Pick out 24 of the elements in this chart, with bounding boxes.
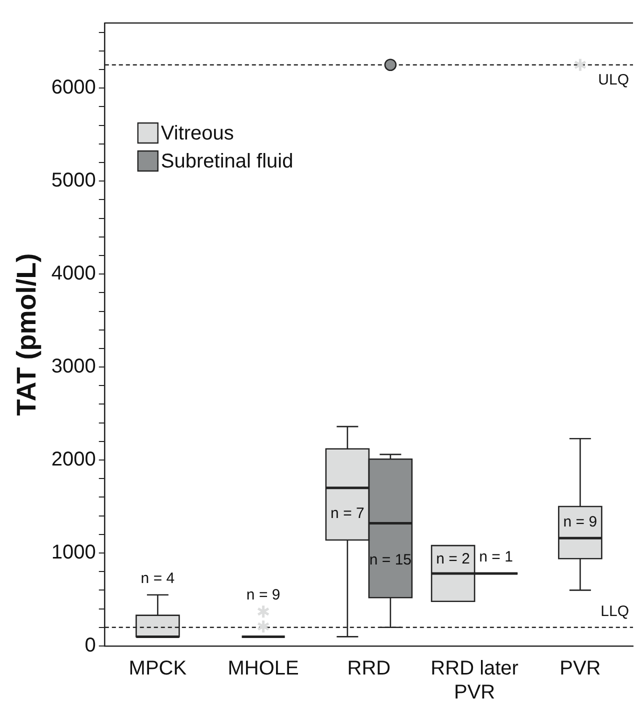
text: n = 4 [140, 570, 175, 587]
y-tick-label: 0 [84, 634, 96, 657]
ref-line-label: ULQ [598, 71, 629, 88]
x-tick-label: RRD later PVR [430, 658, 519, 704]
y-tick-label: 5000 [51, 170, 96, 192]
x-tick-label: MPCK [128, 658, 188, 680]
text: n = 15 [369, 552, 412, 569]
text: n = 9 [563, 513, 598, 530]
y-tick-label: 6000 [51, 76, 96, 99]
x-tick-label: MHOLE [228, 658, 299, 680]
y-tick-label: 1000 [51, 542, 96, 564]
legend-label: Subretinal fluid [160, 150, 294, 173]
x-tick-label: PVR [560, 658, 601, 680]
legend-label: Vitreous [160, 122, 234, 145]
text: n = 2 [436, 550, 470, 568]
y-tick-label: 4000 [51, 262, 96, 285]
ref-line-label: LLQ [600, 603, 629, 620]
y-axis-title: TAT (pmol/L) [12, 253, 42, 416]
text: n = 9 [246, 586, 280, 604]
y-tick-label: 2000 [51, 448, 96, 471]
text: n = 7 [330, 505, 364, 522]
x-tick-label: RRD [347, 658, 391, 680]
y-tick-label: 3000 [51, 356, 96, 378]
text: n = 1 [479, 548, 513, 566]
